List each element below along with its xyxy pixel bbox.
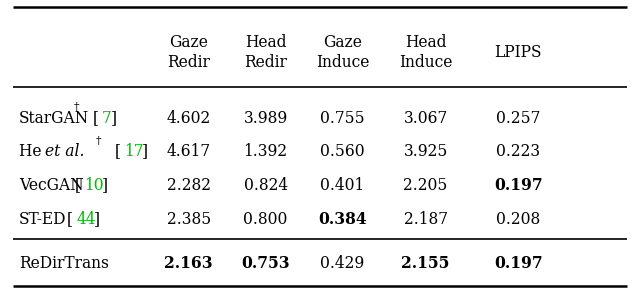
Text: 4.617: 4.617 <box>167 144 211 160</box>
Text: [: [ <box>70 177 81 194</box>
Text: [: [ <box>63 211 74 228</box>
Text: 0.197: 0.197 <box>494 255 543 272</box>
Text: Head
Induce: Head Induce <box>399 34 452 70</box>
Text: ST-ED: ST-ED <box>19 211 67 228</box>
Text: 10: 10 <box>84 177 104 194</box>
Text: 0.401: 0.401 <box>320 177 365 194</box>
Text: †: † <box>74 102 79 112</box>
Text: 17: 17 <box>124 144 143 160</box>
Text: 0.560: 0.560 <box>320 144 365 160</box>
Text: 0.257: 0.257 <box>496 110 541 127</box>
Text: 7: 7 <box>102 110 112 127</box>
Text: ]: ] <box>94 211 100 228</box>
Text: Gaze
Induce: Gaze Induce <box>316 34 369 70</box>
Text: 3.925: 3.925 <box>403 144 448 160</box>
Text: [: [ <box>88 110 99 127</box>
Text: 4.602: 4.602 <box>166 110 211 127</box>
Text: 2.155: 2.155 <box>401 255 450 272</box>
Text: He: He <box>19 144 47 160</box>
Text: 3.067: 3.067 <box>403 110 448 127</box>
Text: 2.205: 2.205 <box>403 177 448 194</box>
Text: 0.824: 0.824 <box>244 177 287 194</box>
Text: [: [ <box>110 144 121 160</box>
Text: 0.223: 0.223 <box>497 144 540 160</box>
Text: 44: 44 <box>77 211 96 228</box>
Text: †: † <box>96 136 102 146</box>
Text: 2.163: 2.163 <box>164 255 213 272</box>
Text: Head
Redir: Head Redir <box>244 34 287 70</box>
Text: 2.385: 2.385 <box>166 211 211 228</box>
Text: ReDirTrans: ReDirTrans <box>19 255 109 272</box>
Text: StarGAN: StarGAN <box>19 110 90 127</box>
Text: LPIPS: LPIPS <box>495 44 542 61</box>
Text: 0.753: 0.753 <box>241 255 290 272</box>
Text: ]: ] <box>142 144 148 160</box>
Text: VecGAN: VecGAN <box>19 177 84 194</box>
Text: 0.755: 0.755 <box>320 110 365 127</box>
Text: 3.989: 3.989 <box>243 110 288 127</box>
Text: et al.: et al. <box>45 144 84 160</box>
Text: ]: ] <box>102 177 108 194</box>
Text: 0.197: 0.197 <box>494 177 543 194</box>
Text: 2.187: 2.187 <box>404 211 447 228</box>
Text: Gaze
Redir: Gaze Redir <box>168 34 210 70</box>
Text: 0.429: 0.429 <box>320 255 365 272</box>
Text: 1.392: 1.392 <box>244 144 287 160</box>
Text: 2.282: 2.282 <box>167 177 211 194</box>
Text: ]: ] <box>111 110 117 127</box>
Text: 0.384: 0.384 <box>318 211 367 228</box>
Text: 0.800: 0.800 <box>243 211 288 228</box>
Text: 0.208: 0.208 <box>496 211 541 228</box>
